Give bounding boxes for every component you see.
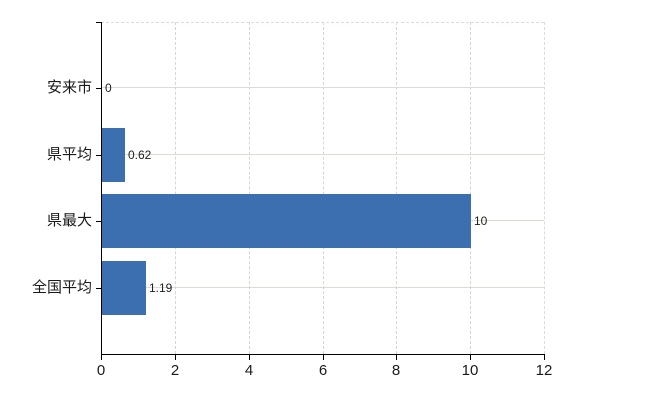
- x-axis-tick: [175, 355, 176, 360]
- gridline-vertical: [396, 22, 397, 354]
- gridline-horizontal: [101, 154, 544, 155]
- category-label: 全国平均: [31, 279, 92, 296]
- x-axis-tick-label: 8: [391, 362, 401, 379]
- y-axis-end-tick: [96, 22, 101, 23]
- category-label: 安来市: [46, 79, 92, 96]
- x-axis-tick-label: 0: [96, 362, 106, 379]
- category-label: 県平均: [46, 146, 92, 163]
- x-axis-tick-label: 12: [535, 362, 553, 379]
- gridline-vertical: [323, 22, 324, 354]
- gridline-vertical: [470, 22, 471, 354]
- y-axis-tick: [96, 88, 101, 89]
- gridline-vertical: [249, 22, 250, 354]
- x-axis-tick-label: 2: [170, 362, 180, 379]
- plot-border-right: [544, 22, 545, 354]
- x-axis-tick: [470, 355, 471, 360]
- x-axis-tick: [323, 355, 324, 360]
- x-axis-tick: [249, 355, 250, 360]
- x-axis-tick-label: 4: [244, 362, 254, 379]
- bar-value-label: 10: [474, 214, 488, 228]
- gridline-horizontal: [101, 87, 544, 88]
- x-axis-tick: [101, 355, 102, 360]
- x-axis-tick-label: 10: [461, 362, 479, 379]
- bar-value-label: 0.62: [128, 148, 152, 162]
- x-axis-line: [101, 354, 545, 355]
- x-axis-tick: [396, 355, 397, 360]
- y-axis-tick: [96, 221, 101, 222]
- x-axis-tick: [544, 355, 545, 360]
- y-axis-tick: [96, 155, 101, 156]
- category-label: 県最大: [46, 212, 92, 229]
- bar-value-label: 0: [105, 81, 112, 95]
- x-axis-tick-label: 6: [318, 362, 328, 379]
- y-axis-line: [101, 22, 102, 355]
- chart-bar: [102, 261, 146, 315]
- gridline-horizontal: [101, 287, 544, 288]
- chart-bar: [102, 194, 471, 248]
- plot-border-top: [101, 22, 544, 23]
- gridline-vertical: [175, 22, 176, 354]
- bar-value-label: 1.19: [149, 281, 173, 295]
- y-axis-tick: [96, 288, 101, 289]
- chart-bar: [102, 128, 125, 182]
